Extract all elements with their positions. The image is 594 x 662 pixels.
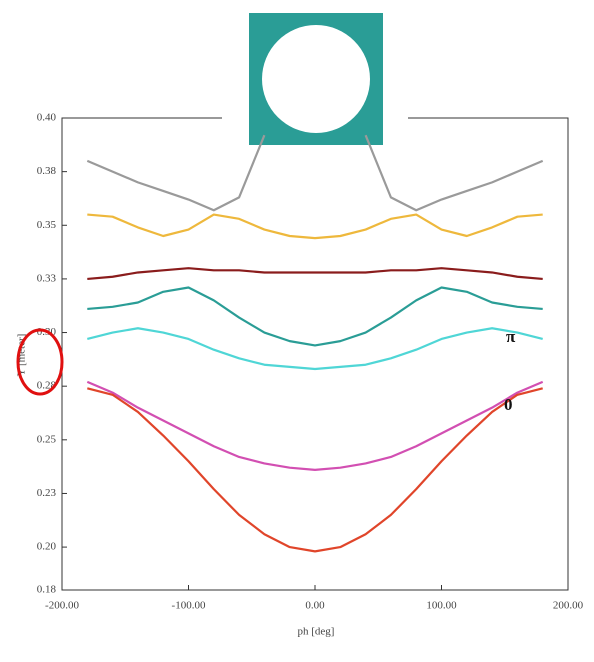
- y-tick-label: 0.23: [37, 487, 57, 499]
- annotation: 0: [504, 395, 513, 414]
- series-line: [87, 213, 543, 240]
- series-line: [87, 267, 543, 281]
- plot-frame: [61, 117, 569, 591]
- y-tick-label: 0.18: [37, 584, 57, 596]
- y-tick-label: 0.20: [37, 541, 57, 553]
- series-line: [87, 387, 543, 553]
- x-tick-label: 200.00: [553, 600, 584, 612]
- unit-cell-hole: [262, 25, 370, 133]
- series-line: [86, 380, 544, 471]
- y-tick-label: 0.25: [37, 433, 57, 445]
- series-line: [86, 134, 544, 212]
- series-line: [87, 327, 543, 371]
- y-tick-label: 0.38: [37, 165, 57, 177]
- x-tick-label: 0.00: [305, 600, 325, 612]
- plot-area: 0.180.200.230.250.280.300.330.350.380.40…: [37, 112, 584, 612]
- x-tick-label: 100.00: [426, 600, 457, 612]
- y-tick-label: 0.40: [37, 112, 57, 124]
- y-tick-label: 0.35: [37, 219, 57, 231]
- x-tick-label: -200.00: [45, 600, 79, 612]
- annotation: π: [506, 327, 516, 346]
- x-tick-label: -100.00: [172, 600, 206, 612]
- y-tick-label: 0.33: [37, 272, 57, 284]
- highlight-ellipse: [16, 328, 64, 396]
- x-axis-label: ph [deg]: [298, 626, 335, 638]
- series-line: [87, 286, 543, 347]
